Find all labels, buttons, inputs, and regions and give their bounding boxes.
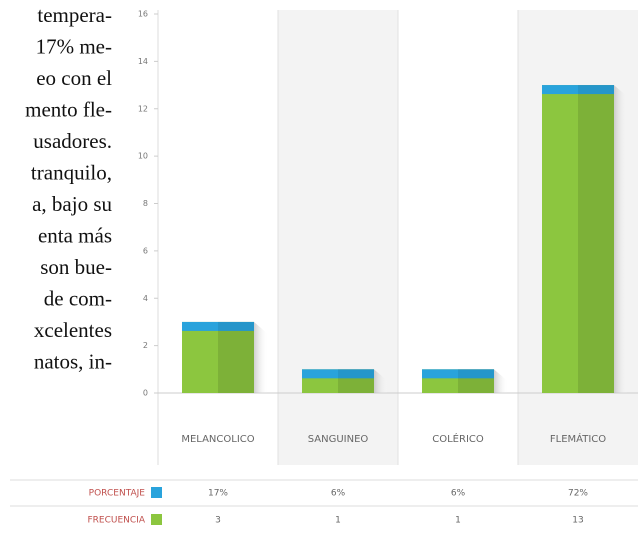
y-tick-label: 0 — [143, 389, 148, 398]
bar-cap-shade — [458, 369, 494, 379]
bar-cap — [182, 321, 254, 331]
bar-shadow — [494, 369, 508, 393]
y-tick-label: 8 — [143, 199, 148, 208]
paragraph-line: mento fle- — [25, 97, 112, 121]
paragraph-line: a, bajo su — [32, 192, 112, 216]
legend-label: PORCENTAJE — [89, 489, 146, 499]
table-cell: 3 — [215, 516, 221, 526]
paragraph-line: 17% me- — [36, 34, 112, 58]
bar-cap — [422, 369, 494, 379]
paragraph-line: tempera- — [37, 3, 112, 27]
bar — [182, 321, 254, 393]
legend-label: FRECUENCIA — [87, 516, 145, 526]
paragraph-line: xcelentes — [34, 318, 112, 342]
table-cell: 17% — [208, 489, 228, 499]
x-tick-label: SANGUINEO — [308, 434, 369, 445]
bar-shadow — [374, 369, 388, 393]
y-tick-label: 16 — [138, 10, 148, 19]
paragraph-line: tranquilo, — [31, 160, 112, 184]
bar-shade — [578, 85, 614, 393]
legend-swatch — [151, 514, 162, 525]
table-cell: 6% — [331, 489, 346, 499]
column-band — [278, 10, 398, 465]
bar-cap — [542, 85, 614, 95]
y-tick-label: 10 — [138, 152, 148, 161]
y-tick-label: 4 — [143, 294, 148, 303]
table-cell: 6% — [451, 489, 466, 499]
x-tick-label: FLEMÁTICO — [550, 432, 606, 445]
bar-cap-shade — [218, 321, 254, 331]
paragraph-line: usadores. — [33, 129, 112, 153]
bar-cap — [302, 369, 374, 379]
paragraph-line: de com- — [44, 286, 112, 310]
y-tick-label: 14 — [138, 57, 148, 66]
legend-swatch — [151, 487, 162, 498]
y-tick-label: 6 — [143, 246, 148, 255]
table-cell: 1 — [455, 516, 461, 526]
paragraph-line: eo con el — [36, 66, 112, 90]
paragraph-line: enta más — [38, 223, 112, 247]
bar-shadow — [614, 85, 628, 393]
paragraph-line: son bue- — [40, 255, 112, 279]
y-tick-label: 2 — [143, 341, 148, 350]
bar-cap-shade — [338, 369, 374, 379]
bar-shadow — [254, 321, 268, 393]
bar — [542, 85, 614, 393]
paragraph-line: natos, in- — [34, 349, 112, 373]
bar-cap-shade — [578, 85, 614, 95]
table-cell: 13 — [572, 516, 583, 526]
bar-shade — [218, 321, 254, 393]
table-cell: 1 — [335, 516, 341, 526]
table-cell: 72% — [568, 489, 588, 499]
y-tick-label: 12 — [138, 104, 148, 113]
x-tick-label: COLÉRICO — [432, 432, 484, 445]
x-tick-label: MELANCOLICO — [181, 434, 254, 445]
